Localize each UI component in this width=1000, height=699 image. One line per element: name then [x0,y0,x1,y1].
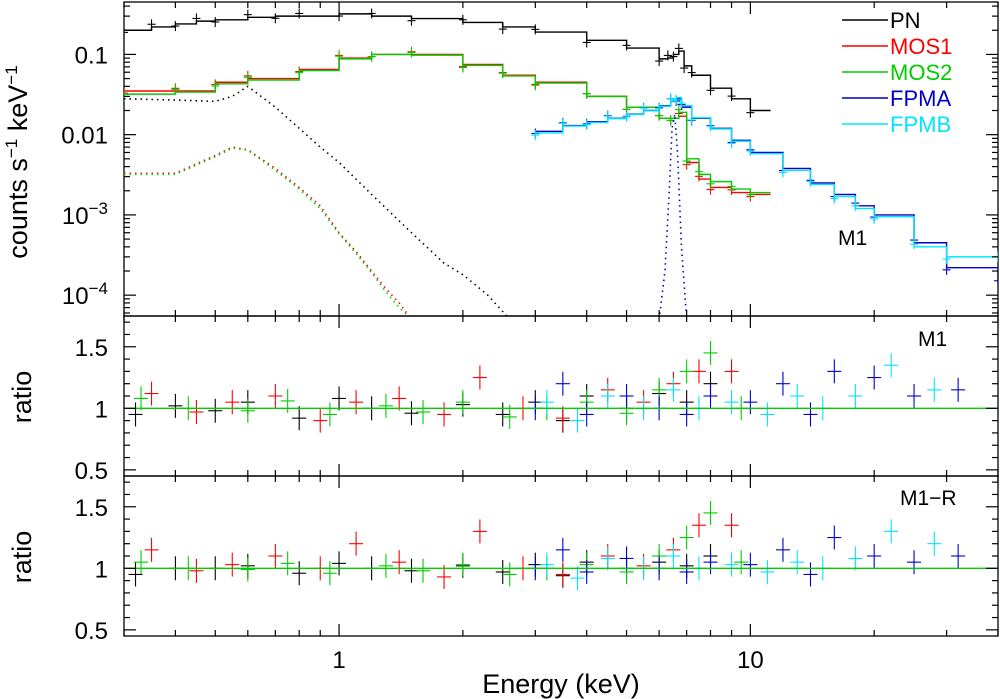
ratio-m1-ytick-label-1-5: 1.5 [75,335,108,362]
component-pn-soft-component [124,85,508,316]
ratio-panel-m1: 0.5 1 1.5 M1 ratio [7,315,999,485]
ratio-m1-x-ticks [123,316,999,476]
ratio-m1r-ytick-label-1: 1 [95,556,108,583]
legend-label-mos1: MOS1 [890,34,952,59]
ratio-m1r-x-ticks: 1 10 [123,476,999,674]
ratio-m1r-marks [124,500,998,591]
ratio-panel-m1r: 0.5 1 1.5 1 10 M1−R ratio Energy (keV) [7,475,999,699]
ratio-m1r-panel-tag: M1−R [900,487,957,510]
spectrum-ytick-label: 10−4 [62,279,108,310]
component-mos1-soft-component [124,146,410,316]
model-line-mos1 [124,53,771,196]
model-line-pn [124,13,771,112]
ratio-panel-m1-frame [123,315,999,477]
legend-label-fpmb: FPMB [890,112,951,137]
spectrum-x-ticks [123,2,999,316]
ratio-panel-m1r-frame [123,475,999,637]
x-axis-label: Energy (keV) [482,669,640,699]
ratio-m1r-ytick-label-0-5: 0.5 [75,618,108,645]
ratio-m1r-ytick-label-1-5: 1.5 [75,495,108,522]
ratio-m1-y-label: ratio [7,371,37,424]
x-tick-label-10: 10 [737,647,764,674]
ratio-m1-y-axis: 0.5 1 1.5 [75,321,998,485]
component-mos2-soft-component [124,147,410,316]
ratio-m1-panel-tag: M1 [918,328,947,351]
ratio-m1-ytick-label-0-5: 0.5 [75,458,108,485]
legend-label-pn: PN [890,8,921,33]
legend-label-mos2: MOS2 [890,60,952,85]
ratio-m1-ytick-label-1: 1 [95,396,108,423]
spectrum-ytick-label: 0.01 [61,123,108,150]
component-fe-line-component [658,114,688,316]
spectrum-marks [124,8,998,316]
spectrum-y-label: counts s−1 keV−1 [2,65,33,258]
spectrum-ytick-label: 10−3 [62,199,108,230]
x-tick-label-1: 1 [332,647,345,674]
model-line-mos2 [124,53,771,194]
ratio-m1r-y-label: ratio [7,531,37,584]
spectrum-panel-frame [123,1,999,317]
spectrum-y-axis: 0.1 0.01 10−3 10−4 [61,5,998,314]
spectrum-panel-tag: M1 [838,227,867,250]
ratio-m1r-y-axis: 0.5 1 1.5 [75,481,998,645]
ratio-m1-marks [124,340,998,433]
spectrum-ytick-label: 0.1 [75,42,108,69]
legend-label-fpma: FPMA [890,86,951,111]
